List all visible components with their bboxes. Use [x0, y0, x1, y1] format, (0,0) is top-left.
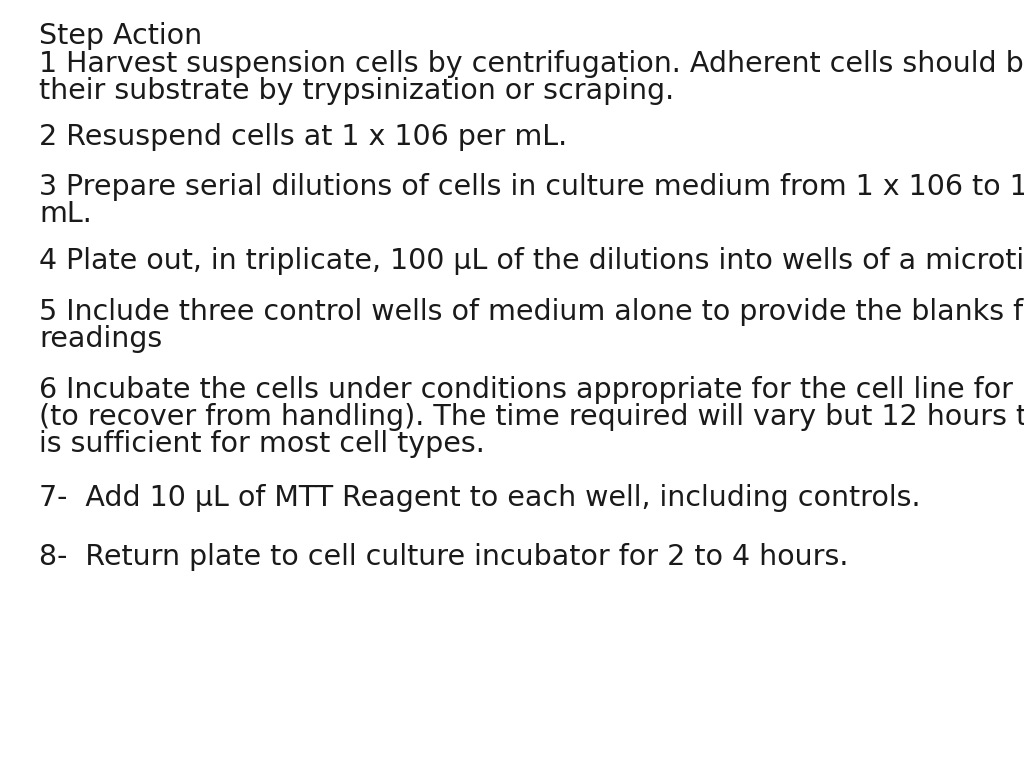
Text: is sufficient for most cell types.: is sufficient for most cell types. — [39, 430, 484, 458]
Text: 7-  Add 10 μL of MTT Reagent to each well, including controls.: 7- Add 10 μL of MTT Reagent to each well… — [39, 484, 921, 511]
Text: readings: readings — [39, 325, 162, 353]
Text: 6 Incubate the cells under conditions appropriate for the cell line for 6 to 48 : 6 Incubate the cells under conditions ap… — [39, 376, 1024, 404]
Text: 2 Resuspend cells at 1 x 106 per mL.: 2 Resuspend cells at 1 x 106 per mL. — [39, 123, 567, 151]
Text: (to recover from handling). The time required will vary but 12 hours to overnigh: (to recover from handling). The time req… — [39, 403, 1024, 431]
Text: mL.: mL. — [39, 200, 92, 227]
Text: 3 Prepare serial dilutions of cells in culture medium from 1 x 106 to 1 x 103 ce: 3 Prepare serial dilutions of cells in c… — [39, 173, 1024, 200]
Text: Step Action: Step Action — [39, 22, 202, 49]
Text: 1 Harvest suspension cells by centrifugation. Adherent cells should be released : 1 Harvest suspension cells by centrifuga… — [39, 50, 1024, 78]
Text: 8-  Return plate to cell culture incubator for 2 to 4 hours.: 8- Return plate to cell culture incubato… — [39, 543, 849, 571]
Text: their substrate by trypsinization or scraping.: their substrate by trypsinization or scr… — [39, 77, 674, 104]
Text: 5 Include three control wells of medium alone to provide the blanks for absorban: 5 Include three control wells of medium … — [39, 298, 1024, 326]
Text: 4 Plate out, in triplicate, 100 μL of the dilutions into wells of a microtiter p: 4 Plate out, in triplicate, 100 μL of th… — [39, 247, 1024, 275]
